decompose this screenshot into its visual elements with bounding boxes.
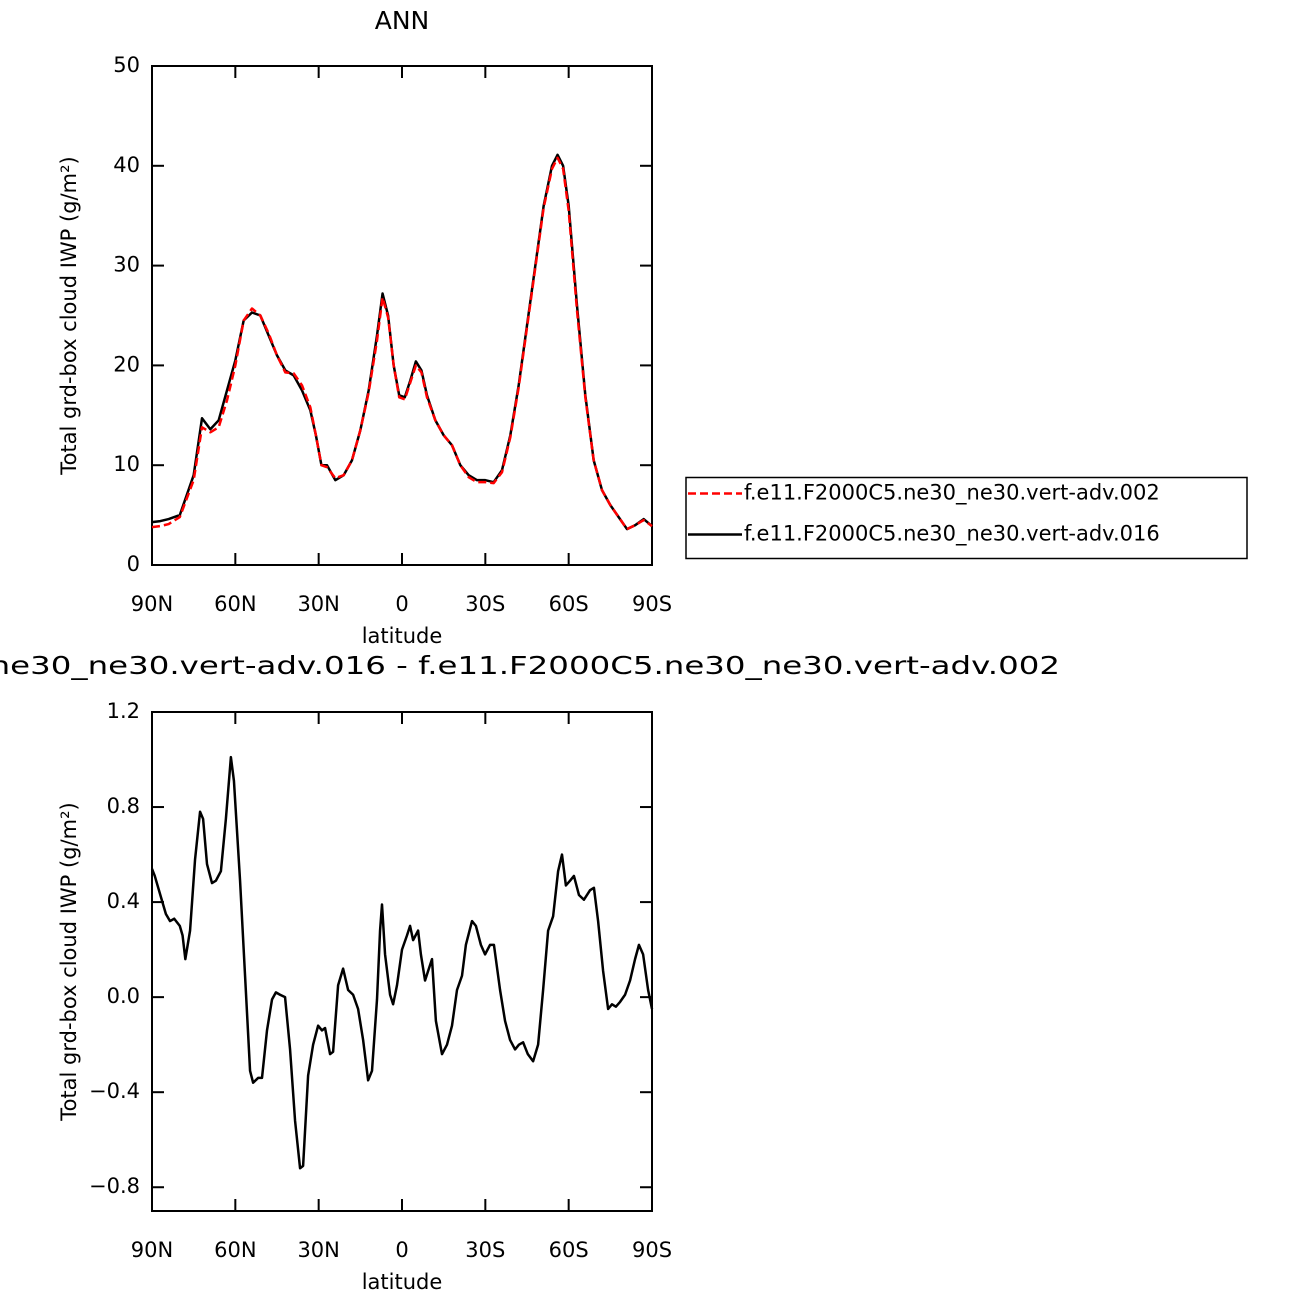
y-axis-label: Total grd-box cloud IWP (g/m²) <box>57 156 81 475</box>
y-tick-label: 40 <box>113 153 140 177</box>
data-line <box>151 153 653 531</box>
x-tick-label: 90N <box>131 592 173 616</box>
data-line <box>151 156 653 531</box>
y-tick-label: 30 <box>113 253 140 277</box>
x-tick-label: 30N <box>297 1238 339 1262</box>
y-tick-label: −0.4 <box>89 1079 140 1103</box>
y-tick-label: 0.4 <box>107 889 140 913</box>
legend-box <box>685 476 1248 560</box>
x-tick-label: 60N <box>214 1238 256 1262</box>
x-tick-label: 60S <box>549 1238 589 1262</box>
x-tick-label: 60N <box>214 592 256 616</box>
y-tick-label: 0 <box>127 552 140 576</box>
x-tick-label: 90S <box>632 592 672 616</box>
x-tick-label: 0 <box>395 1238 408 1262</box>
chart-title: ANN <box>375 6 430 35</box>
plot-frame <box>151 711 653 1212</box>
y-tick-label: 10 <box>113 452 140 476</box>
x-tick-label: 30S <box>465 1238 505 1262</box>
x-tick-label: 60S <box>549 592 589 616</box>
data-line <box>150 755 654 1170</box>
y-tick-label: 20 <box>113 352 140 376</box>
legend-label: f.e11.F2000C5.ne30_ne30.vert-adv.016 <box>744 522 1160 547</box>
y-tick-label: −0.8 <box>89 1174 140 1198</box>
x-tick-label: 30N <box>297 592 339 616</box>
y-axis-label: Total grd-box cloud IWP (g/m²) <box>57 802 81 1121</box>
legend-label: f.e11.F2000C5.ne30_ne30.vert-adv.002 <box>744 481 1160 506</box>
x-axis-label: latitude <box>362 1270 443 1294</box>
y-tick-label: 1.2 <box>107 699 140 723</box>
y-tick-label: 50 <box>113 53 140 77</box>
x-tick-label: 30S <box>465 592 505 616</box>
y-tick-label: 0.8 <box>107 794 140 818</box>
chart-title: f.e11.F2000C5.ne30_ne30.vert-adv.016 - f… <box>0 651 1060 680</box>
y-tick-label: 0.0 <box>107 984 140 1008</box>
x-axis-label: latitude <box>362 624 443 648</box>
x-tick-label: 90N <box>131 1238 173 1262</box>
x-tick-label: 90S <box>632 1238 672 1262</box>
x-tick-label: 0 <box>395 592 408 616</box>
